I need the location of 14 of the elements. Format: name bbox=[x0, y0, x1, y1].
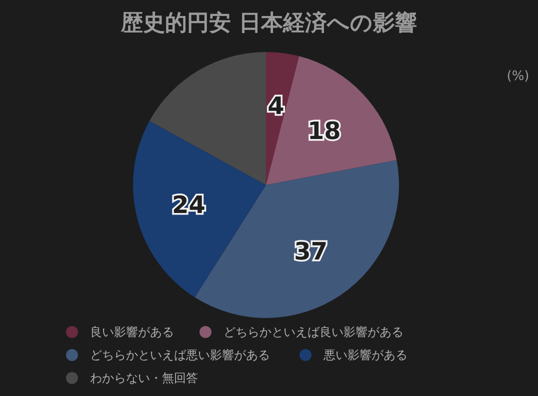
legend-label: どちらかといえば良い影響がある bbox=[224, 325, 404, 340]
chart-title: 歴史的円安 日本経済への影響 bbox=[120, 10, 417, 36]
data-label: 18 bbox=[307, 116, 341, 145]
legend-label: 良い影響がある bbox=[90, 325, 174, 340]
data-label: 24 bbox=[172, 191, 206, 220]
legend-label: わからない・無回答 bbox=[90, 371, 198, 386]
data-label: 37 bbox=[294, 237, 328, 266]
text: (%) bbox=[506, 69, 530, 84]
pie-slice bbox=[133, 120, 266, 298]
legend-label: 悪い影響がある bbox=[322, 348, 408, 362]
data-label: 4 bbox=[268, 92, 284, 120]
pie-slice bbox=[149, 52, 266, 185]
legend-label: どちらかといえば悪い影響がある bbox=[90, 348, 270, 362]
pie-slice bbox=[266, 56, 397, 185]
